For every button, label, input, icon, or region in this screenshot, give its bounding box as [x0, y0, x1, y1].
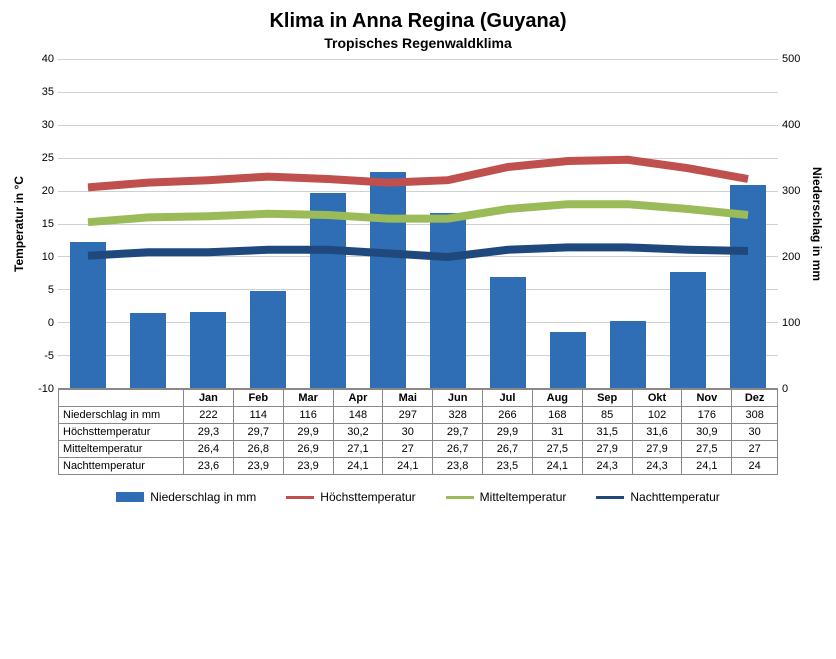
ytick-left: 0	[48, 317, 54, 329]
ytick-right: 300	[782, 185, 800, 197]
ytick-left: 35	[42, 86, 54, 98]
ytick-left: 25	[42, 152, 54, 164]
y-axis-left: -10-50510152025303540	[28, 59, 58, 389]
climate-chart: Klima in Anna Regina (Guyana) Tropisches…	[10, 10, 826, 565]
ytick-left: -10	[38, 383, 54, 395]
series-line	[88, 247, 748, 257]
ytick-right: 500	[782, 53, 800, 65]
ytick-left: 10	[42, 251, 54, 263]
ytick-left: -5	[44, 350, 54, 362]
plot-area: Temperatur in °C -10-50510152025303540 0…	[10, 59, 826, 389]
ytick-left: 5	[48, 284, 54, 296]
ytick-left: 20	[42, 185, 54, 197]
ytick-left: 40	[42, 53, 54, 65]
y-axis-left-label: Temperatur in °C	[10, 59, 28, 389]
ytick-right: 100	[782, 317, 800, 329]
ytick-left: 15	[42, 218, 54, 230]
lines-layer	[58, 59, 778, 659]
y-axis-right: 0100200300400500	[778, 59, 808, 389]
ytick-right: 400	[782, 119, 800, 131]
series-line	[88, 160, 748, 188]
series-line	[88, 204, 748, 222]
plot	[58, 59, 778, 389]
chart-subtitle: Tropisches Regenwaldklima	[10, 35, 826, 51]
chart-title: Klima in Anna Regina (Guyana)	[10, 10, 826, 33]
y-axis-right-label: Niederschlag in mm	[808, 59, 826, 389]
ytick-right: 0	[782, 383, 788, 395]
ytick-right: 200	[782, 251, 800, 263]
ytick-left: 30	[42, 119, 54, 131]
